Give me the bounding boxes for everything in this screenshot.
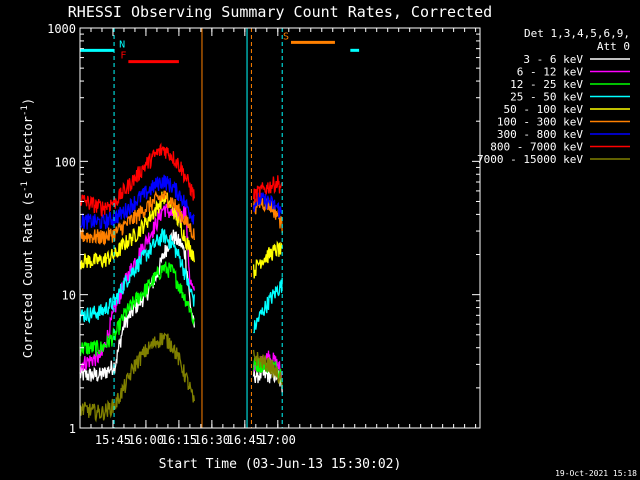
y-tick-label-1: 10 — [62, 289, 76, 303]
series-line-5 — [79, 190, 195, 246]
y-label-end: ) — [21, 98, 35, 105]
legend-label-1: 6 - 12 keV — [517, 66, 584, 79]
series-line-2 — [79, 261, 195, 357]
x-tick-label-1: 16:00 — [128, 433, 164, 447]
y-tick-label-0: 1 — [69, 422, 76, 436]
flag-label-N: N — [119, 39, 125, 50]
legend-label-7: 800 - 7000 keV — [490, 141, 583, 154]
series-line-8 — [79, 332, 195, 423]
timestamp: 19-Oct-2021 15:18 — [555, 469, 637, 478]
legend-label-4: 50 - 100 keV — [504, 103, 584, 116]
flag-label-S: S — [283, 31, 289, 42]
y-tick-label-2: 100 — [54, 155, 76, 169]
series-line-8 — [252, 349, 283, 389]
flag-bars: NF S — [80, 31, 360, 64]
y-tick-label-3: 1000 — [47, 22, 76, 36]
legend-label-2: 12 - 25 keV — [510, 78, 583, 91]
series-line-0 — [79, 229, 195, 382]
flag-label-F: F — [120, 51, 126, 62]
legend-label-5: 100 - 300 keV — [497, 116, 583, 129]
x-tick-label-3: 16:30 — [194, 433, 230, 447]
series-line-3 — [253, 277, 283, 334]
y-axis-label: Corrected Count Rate (s-1 detector-1) — [20, 98, 35, 358]
series-line-7 — [252, 175, 283, 203]
x-tick-label-2: 16:15 — [161, 433, 197, 447]
legend-label-8: 7000 - 15000 keV — [477, 153, 583, 166]
series-line-3 — [79, 228, 195, 324]
y-label-sup2: -1 — [20, 105, 30, 116]
legend-header-detectors: Det 1,3,4,5,6,9, — [524, 27, 630, 40]
y-axis-ticks: 1 10 100 1000 — [47, 22, 480, 436]
chart-title: RHESSI Observing Summary Count Rates, Co… — [68, 3, 492, 21]
y-label-sup1: -1 — [20, 181, 30, 192]
night-lines — [113, 28, 283, 428]
legend-label-3: 25 - 50 keV — [510, 91, 583, 104]
x-axis-label: Start Time (03-Jun-13 15:30:02) — [159, 457, 402, 472]
legend-label-6: 300 - 800 keV — [497, 128, 583, 141]
x-tick-label-0: 15:45 — [95, 433, 131, 447]
series-line-6 — [252, 192, 283, 219]
series-layer — [79, 142, 283, 423]
x-tick-label-4: 16:45 — [227, 433, 263, 447]
legend-header-attenuator: Att 0 — [597, 40, 630, 53]
series-line-6 — [79, 174, 195, 230]
plot-frame — [79, 27, 481, 429]
plot-area: NF S — [79, 27, 481, 429]
series-line-7 — [79, 142, 195, 218]
x-tick-label-5: 17:00 — [260, 433, 296, 447]
y-label-mid: detector — [21, 116, 35, 181]
series-line-4 — [252, 240, 283, 279]
legend-label-0: 3 - 6 keV — [523, 53, 583, 66]
y-label-text: Corrected Count Rate (s — [21, 192, 35, 358]
